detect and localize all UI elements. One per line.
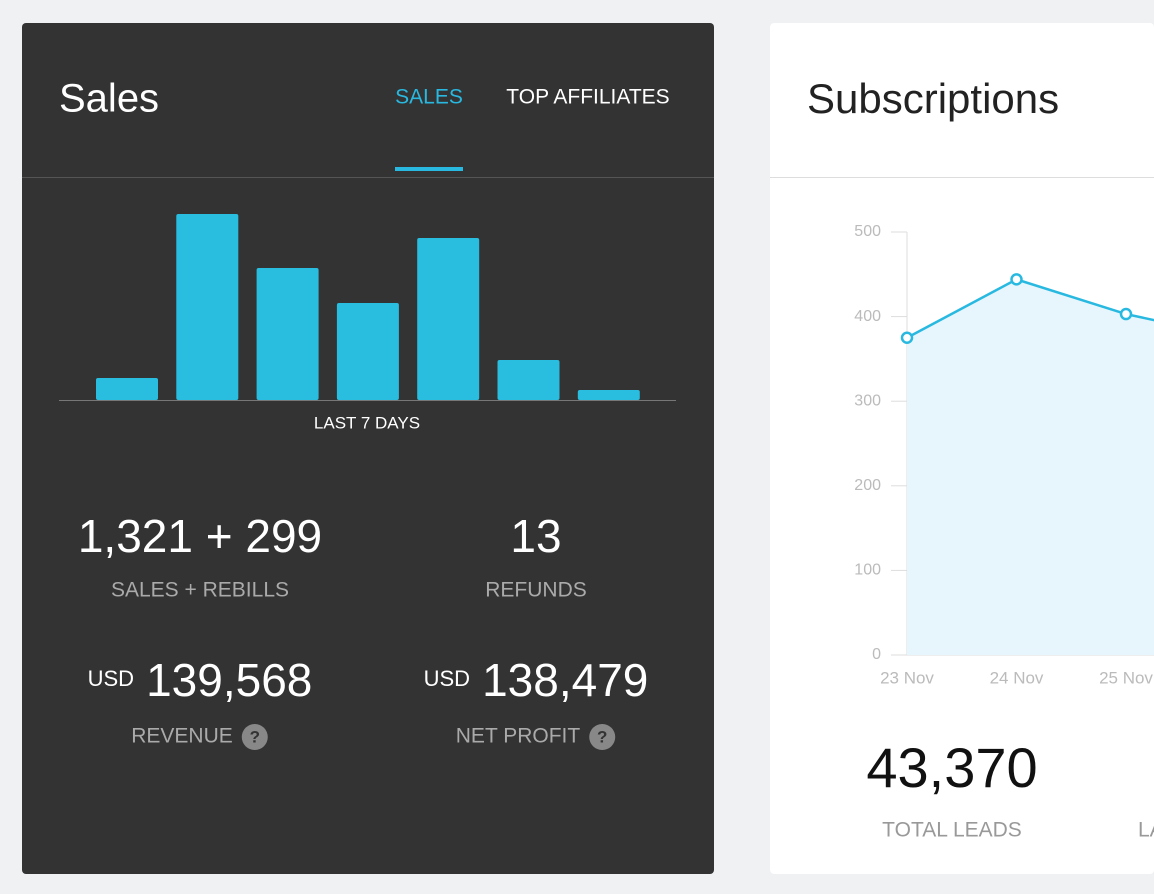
help-icon[interactable] xyxy=(589,724,616,750)
x-tick-label: 24 Nov xyxy=(990,668,1044,687)
help-text: ? xyxy=(250,727,260,746)
bar xyxy=(256,268,319,400)
x-tick-label: 23 Nov xyxy=(880,668,934,687)
bar xyxy=(176,214,239,400)
amount: 139,568 xyxy=(146,654,312,706)
y-tick-label: 100 xyxy=(854,562,881,579)
stat-value: 43,370 xyxy=(866,736,1037,799)
stat-value: 13 xyxy=(510,510,561,562)
tab[interactable]: TOP AFFILIATES xyxy=(506,86,669,109)
bar xyxy=(96,378,158,400)
bar xyxy=(336,303,399,400)
tab-indicator xyxy=(395,167,463,171)
area xyxy=(907,279,1154,655)
stat-value: USD 139,568 xyxy=(88,654,313,706)
card-title: Sales xyxy=(59,77,159,121)
axis-label: LAST 7 DAYS xyxy=(314,413,420,432)
amount: 138,479 xyxy=(482,654,648,706)
currency: USD xyxy=(88,666,134,691)
stat-value: USD 138,479 xyxy=(424,654,649,706)
help-icon[interactable] xyxy=(241,724,268,750)
stat-label: NET PROFIT xyxy=(456,725,581,748)
bar xyxy=(577,390,640,400)
stat-label: LA xyxy=(1138,819,1154,842)
y-tick-label: 0 xyxy=(872,646,881,663)
stat-label: REFUNDS xyxy=(485,579,587,602)
tab[interactable]: SALES xyxy=(395,86,463,109)
bar xyxy=(417,238,480,400)
x-tick-label: 25 Nov xyxy=(1099,668,1153,687)
bar xyxy=(497,360,560,400)
y-tick-label: 300 xyxy=(854,392,881,409)
line xyxy=(906,278,1154,339)
y-tick-label: 400 xyxy=(854,308,881,325)
point xyxy=(1010,273,1023,286)
stat-value: 1,321 + 299 xyxy=(78,510,322,562)
stat-label: TOTAL LEADS xyxy=(882,819,1022,842)
point xyxy=(900,331,914,344)
y-tick-label: 500 xyxy=(854,223,881,240)
currency: USD xyxy=(424,666,470,691)
y-tick-label: 200 xyxy=(854,477,881,494)
card-title: Subscriptions xyxy=(807,75,1059,122)
stat-label: REVENUE xyxy=(131,725,233,748)
point xyxy=(1119,307,1133,321)
stat-label: SALES + REBILLS xyxy=(111,579,289,602)
help-text: ? xyxy=(597,727,607,746)
